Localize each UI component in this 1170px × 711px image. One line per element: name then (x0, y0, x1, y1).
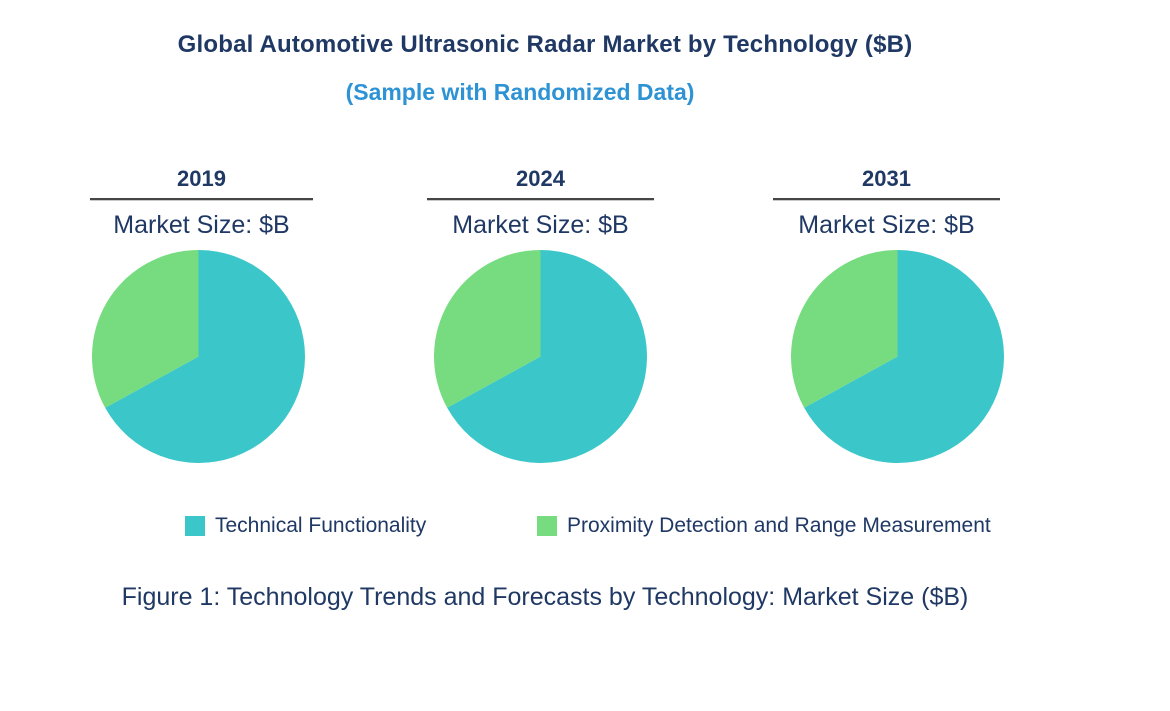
market-size-label-2019: Market Size: $B (113, 211, 290, 239)
pie-slice-proximity-detection-and-range-measurement (791, 250, 898, 408)
year-label-2031: 2031 (862, 166, 911, 191)
pie-slice-technical-functionality (447, 250, 647, 463)
chart-subtitle: (Sample with Randomized Data) (345, 79, 695, 105)
pie-slice-technical-functionality (105, 250, 305, 463)
legend-label-technical-functionality: Technical Functionality (215, 514, 427, 537)
pie-slice-proximity-detection-and-range-measurement (434, 250, 541, 408)
market-size-label-2024: Market Size: $B (452, 211, 629, 239)
chart-title: Global Automotive Ultrasonic Radar Marke… (177, 31, 913, 58)
pie-slice-proximity-detection-and-range-measurement (92, 250, 199, 408)
legend-item-proximity-detection: Proximity Detection and Range Measuremen… (537, 514, 991, 538)
pie-chart-2019 (92, 250, 305, 463)
pie-slice-technical-functionality (804, 250, 1004, 463)
year-label-2024: 2024 (516, 166, 565, 191)
year-label-2019: 2019 (177, 166, 226, 191)
year-underline-2019 (90, 198, 313, 201)
legend-swatch-teal (185, 516, 205, 536)
pie-group-2019: 2019 Market Size: $B (90, 168, 313, 463)
pie-chart-2031 (791, 250, 1004, 463)
year-underline-2031 (773, 198, 1000, 201)
legend-item-technical-functionality: Technical Functionality (185, 514, 426, 538)
year-underline-2024 (427, 198, 654, 201)
pie-group-2024: 2024 Market Size: $B (427, 168, 654, 463)
legend-label-proximity-detection: Proximity Detection and Range Measuremen… (567, 514, 991, 537)
figure-caption: Figure 1: Technology Trends and Forecast… (121, 583, 969, 611)
legend-swatch-green (537, 516, 557, 536)
pie-group-2031: 2031 Market Size: $B (773, 166, 1004, 463)
pie-chart-2024 (434, 250, 647, 463)
market-size-label-2031: Market Size: $B (798, 211, 975, 239)
